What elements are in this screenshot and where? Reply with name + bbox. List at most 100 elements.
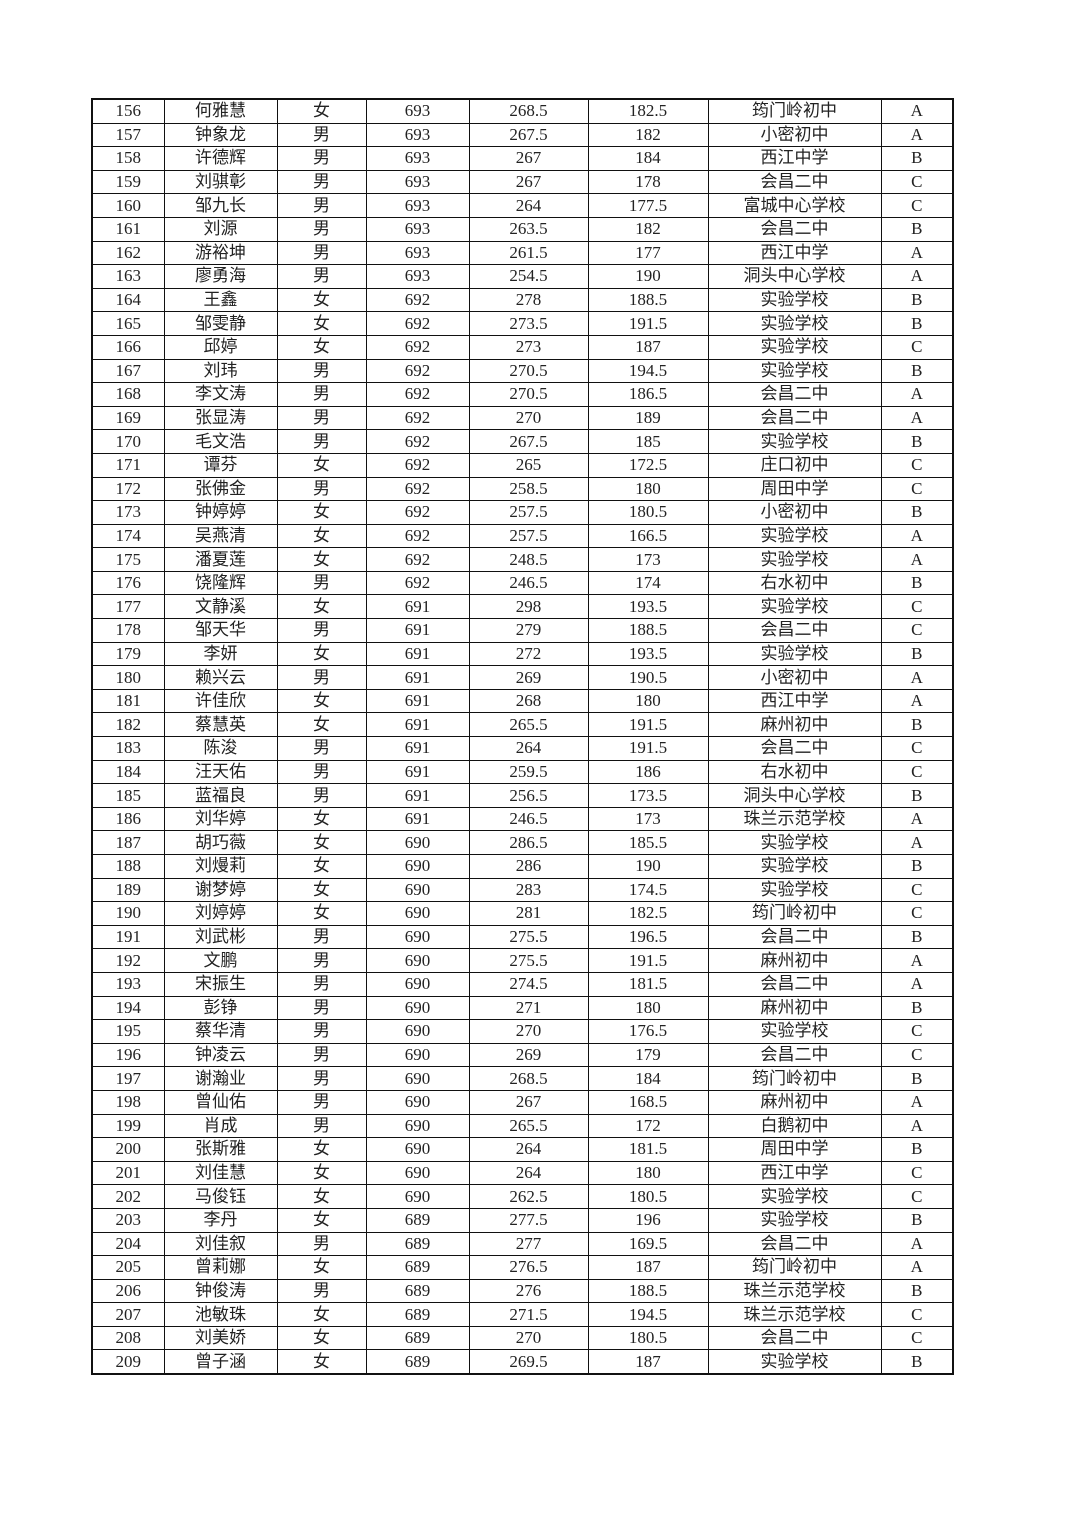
score-a-cell: 276 — [468, 1278, 589, 1304]
table-row: 156 何雅慧女 693 268.5 182.5 筠门岭初中 A — [91, 98, 954, 124]
gender-cell: 男 — [276, 216, 367, 242]
grade-cell: A — [880, 240, 954, 266]
table-row: 201 刘佳慧女 690 264 180 西江中学 C — [91, 1160, 954, 1186]
school-cell: 会昌二中 — [707, 216, 882, 242]
total-score-cell: 690 — [365, 1113, 470, 1139]
total-score-cell: 690 — [365, 1184, 470, 1209]
table-row: 168 李文涛男 692 270.5 186.5 会昌二中 A — [91, 382, 954, 407]
score-a-cell: 257.5 — [468, 500, 589, 525]
table-row: 196 钟凌云男 690 269 179 会昌二中 C — [91, 1042, 954, 1068]
score-a-cell: 273 — [468, 334, 589, 360]
rank-cell: 160 — [91, 193, 165, 218]
total-score-cell: 692 — [365, 358, 470, 384]
total-score-cell: 690 — [365, 901, 470, 926]
school-cell: 富城中心学校 — [707, 193, 882, 218]
rank-cell: 180 — [91, 665, 165, 690]
name-cell: 宋振生 — [163, 971, 278, 997]
total-score-cell: 689 — [365, 1349, 470, 1375]
school-cell: 麻州初中 — [707, 995, 882, 1021]
school-cell: 会昌二中 — [707, 1231, 882, 1257]
grade-cell: A — [880, 264, 954, 289]
school-cell: 会昌二中 — [707, 1325, 882, 1351]
name-cell: 文静溪 — [163, 594, 278, 620]
score-b-cell: 180 — [587, 688, 709, 714]
total-score-cell: 692 — [365, 334, 470, 360]
grade-cell: C — [880, 476, 954, 502]
score-b-cell: 187 — [587, 1349, 709, 1375]
score-a-cell: 268.5 — [468, 1066, 589, 1091]
name-cell: 谢梦婷 — [163, 877, 278, 903]
total-score-cell: 693 — [365, 216, 470, 242]
score-a-cell: 263.5 — [468, 216, 589, 242]
name-cell: 刘骐彰 — [163, 169, 278, 195]
school-cell: 筠门岭初中 — [707, 98, 882, 124]
name-cell: 许德辉 — [163, 146, 278, 171]
table-row: 158 许德辉男 693 267 184 西江中学 B — [91, 146, 954, 171]
score-a-cell: 276.5 — [468, 1255, 589, 1280]
school-cell: 实验学校 — [707, 358, 882, 384]
score-a-cell: 267 — [468, 146, 589, 171]
school-cell: 会昌二中 — [707, 736, 882, 761]
rank-cell: 173 — [91, 500, 165, 525]
school-cell: 实验学校 — [707, 877, 882, 903]
total-score-cell: 691 — [365, 688, 470, 714]
score-a-cell: 268.5 — [468, 98, 589, 124]
score-b-cell: 166.5 — [587, 523, 709, 549]
gender-cell: 女 — [276, 1184, 367, 1209]
total-score-cell: 689 — [365, 1255, 470, 1280]
score-table: 156 何雅慧女 693 268.5 182.5 筠门岭初中 A 157 钟象龙男 693 267.… — [91, 98, 954, 1376]
score-b-cell: 191.5 — [587, 948, 709, 973]
score-a-cell: 257.5 — [468, 523, 589, 549]
table-row: 193 宋振生男 690 274.5 181.5 会昌二中 A — [91, 971, 954, 997]
rank-cell: 172 — [91, 476, 165, 502]
name-cell: 刘华婷 — [163, 806, 278, 832]
table-row: 178 邹天华男 691 279 188.5 会昌二中 C — [91, 618, 954, 643]
score-b-cell: 174.5 — [587, 877, 709, 903]
gender-cell: 男 — [276, 995, 367, 1021]
gender-cell: 女 — [276, 311, 367, 336]
score-a-cell: 256.5 — [468, 783, 589, 808]
rank-cell: 198 — [91, 1089, 165, 1115]
total-score-cell: 692 — [365, 523, 470, 549]
gender-cell: 女 — [276, 452, 367, 478]
name-cell: 张佛金 — [163, 476, 278, 502]
grade-cell: C — [880, 877, 954, 903]
rank-cell: 176 — [91, 570, 165, 596]
rank-cell: 156 — [91, 98, 165, 124]
gender-cell: 男 — [276, 1089, 367, 1115]
score-b-cell: 180 — [587, 995, 709, 1021]
rank-cell: 162 — [91, 240, 165, 266]
gender-cell: 男 — [276, 1113, 367, 1139]
table-row: 171 谭芬女 692 265 172.5 庄口初中 C — [91, 452, 954, 478]
grade-cell: A — [880, 382, 954, 407]
score-b-cell: 193.5 — [587, 594, 709, 620]
school-cell: 会昌二中 — [707, 169, 882, 195]
score-b-cell: 182 — [587, 216, 709, 242]
school-cell: 实验学校 — [707, 429, 882, 454]
table-row: 190 刘婷婷女 690 281 182.5 筠门岭初中 C — [91, 901, 954, 926]
gender-cell: 女 — [276, 1302, 367, 1327]
table-row: 183 陈浚男 691 264 191.5 会昌二中 C — [91, 736, 954, 761]
school-cell: 实验学校 — [707, 830, 882, 855]
gender-cell: 男 — [276, 358, 367, 384]
score-a-cell: 265.5 — [468, 712, 589, 738]
total-score-cell: 691 — [365, 594, 470, 620]
grade-cell: B — [880, 1207, 954, 1233]
score-b-cell: 190 — [587, 854, 709, 879]
grade-cell: A — [880, 122, 954, 148]
table-row: 164 王鑫女 692 278 188.5 实验学校 B — [91, 287, 954, 313]
total-score-cell: 693 — [365, 146, 470, 171]
grade-cell: B — [880, 924, 954, 950]
score-b-cell: 191.5 — [587, 712, 709, 738]
rank-cell: 202 — [91, 1184, 165, 1209]
school-cell: 白鹅初中 — [707, 1113, 882, 1139]
rank-cell: 158 — [91, 146, 165, 171]
table-row: 179 李妍女 691 272 193.5 实验学校 B — [91, 641, 954, 667]
table-row: 197 谢瀚业男 690 268.5 184 筠门岭初中 B — [91, 1066, 954, 1091]
gender-cell: 男 — [276, 169, 367, 195]
table-row: 203 李丹女 689 277.5 196 实验学校 B — [91, 1207, 954, 1233]
school-cell: 筠门岭初中 — [707, 1255, 882, 1280]
rank-cell: 188 — [91, 854, 165, 879]
rank-cell: 199 — [91, 1113, 165, 1139]
total-score-cell: 692 — [365, 547, 470, 572]
